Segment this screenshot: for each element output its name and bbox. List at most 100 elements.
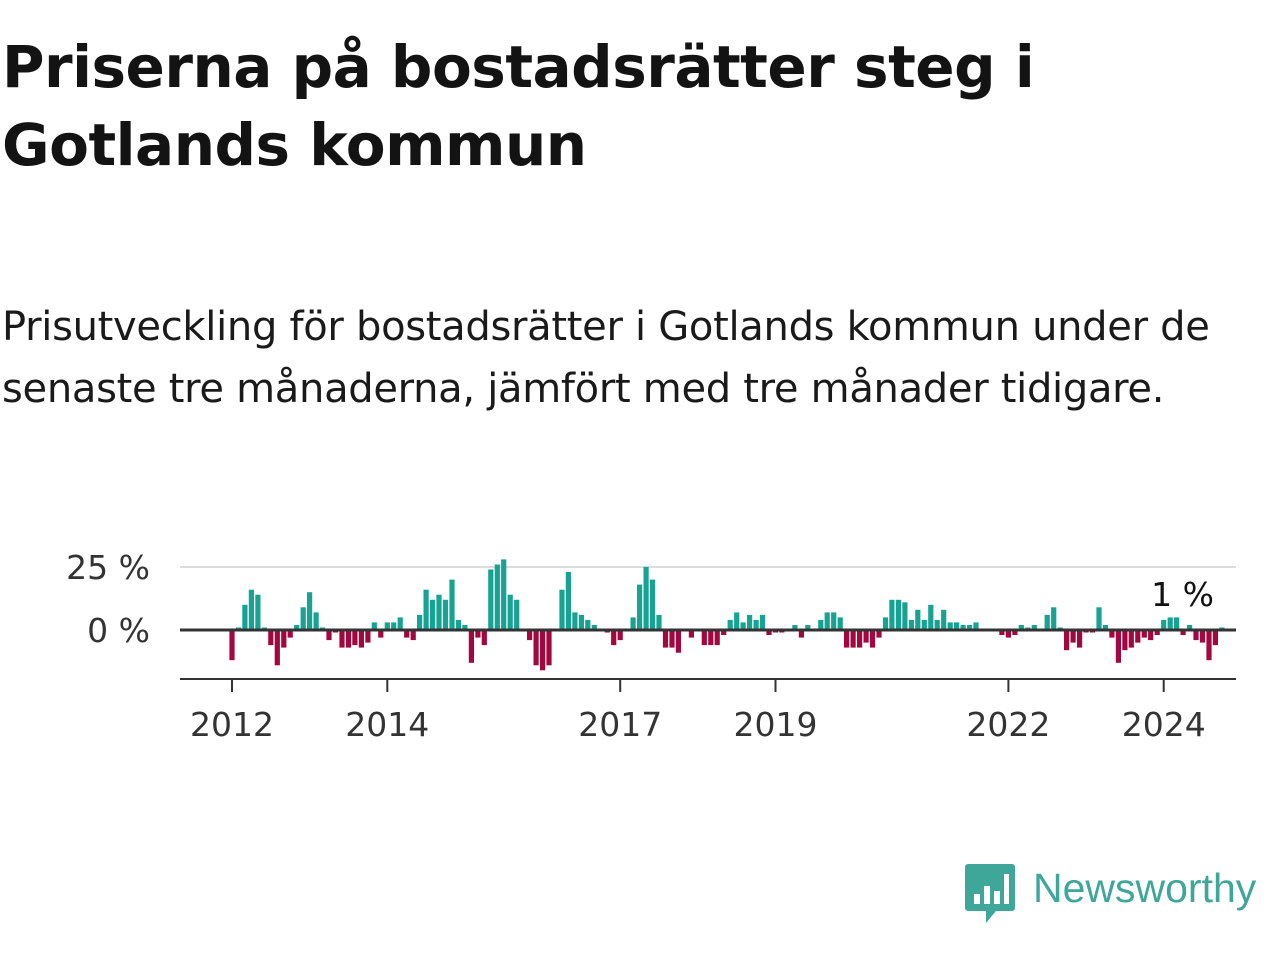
- bar-2014-08: [430, 599, 436, 630]
- bar-2017-06: [649, 579, 656, 630]
- bar-2015-06: [494, 564, 500, 630]
- x-ticks: 2012 2014 2017 2019 2022 2024: [190, 679, 1206, 744]
- bar-2014-07: [423, 589, 429, 630]
- bar-2018-12: [766, 630, 772, 635]
- y-tick-label: 0 %: [87, 611, 150, 650]
- bar-2013-08: [352, 630, 358, 646]
- bar-2015-03: [475, 630, 481, 638]
- bar-2014-04: [404, 630, 410, 638]
- bar-2024-09: [1212, 630, 1218, 646]
- bar-2018-02: [701, 630, 707, 646]
- bar-2020-07: [889, 599, 895, 630]
- bar-2013-09: [358, 630, 364, 648]
- bar-2020-03: [863, 630, 869, 643]
- bar-2018-08: [740, 622, 746, 630]
- bar-2019-10: [831, 612, 837, 630]
- bar-2013-10: [365, 630, 371, 643]
- bar-2020-04: [869, 630, 876, 648]
- bar-2022-02: [1012, 630, 1018, 635]
- bar-2022-07: [1044, 614, 1050, 630]
- bar-2023-09: [1135, 630, 1141, 643]
- bar-2024-01: [1161, 619, 1167, 630]
- bar-2019-11: [837, 617, 843, 630]
- bar-2023-06: [1115, 630, 1121, 663]
- bar-2015-11: [527, 630, 533, 641]
- bar-2023-12: [1154, 630, 1160, 635]
- bar-2019-12: [844, 630, 850, 648]
- bar-2014-01: [384, 622, 390, 630]
- bar-chart: 0 % 25 % 2012 2014 2017 2019 2022 2024 1 %: [66, 548, 1236, 744]
- bar-2014-11: [449, 579, 455, 630]
- bar-2017-12: [688, 630, 694, 638]
- bar-2013-12: [378, 630, 384, 638]
- last-value-label: 1 %: [1151, 575, 1214, 614]
- bar-2012-05: [255, 594, 261, 630]
- bar-2018-07: [734, 612, 740, 630]
- bar-2022-08: [1051, 607, 1057, 630]
- bar-2017-01: [617, 630, 623, 641]
- bar-2017-07: [656, 614, 662, 630]
- bar-2015-08: [507, 594, 513, 630]
- logo-text: Newsworthy: [1033, 865, 1257, 911]
- bar-2015-09: [514, 599, 520, 630]
- bar-2024-07: [1199, 630, 1206, 643]
- bar-2015-07: [501, 559, 507, 630]
- bar-2021-08: [973, 622, 979, 630]
- x-tick-label: 2019: [734, 705, 818, 744]
- bar-2020-12: [921, 619, 927, 630]
- bar-2015-04: [481, 630, 487, 646]
- bar-2017-05: [643, 567, 649, 630]
- bar-2014-10: [442, 599, 449, 630]
- bar-2020-10: [908, 619, 914, 630]
- bar-2020-11: [915, 609, 921, 630]
- bar-2019-06: [805, 625, 811, 630]
- bar-2018-05: [721, 630, 727, 635]
- bar-2013-04: [326, 630, 332, 641]
- bar-2023-04: [1102, 625, 1108, 630]
- bar-2019-05: [798, 630, 804, 638]
- bar-2021-06: [960, 625, 966, 630]
- bar-2023-03: [1096, 607, 1102, 630]
- x-tick-label: 2024: [1122, 705, 1206, 744]
- bar-2021-01: [928, 604, 934, 630]
- bar-2014-12: [455, 619, 461, 630]
- bar-2021-02: [934, 619, 940, 630]
- bar-2019-08: [818, 619, 824, 630]
- bar-2018-10: [753, 619, 759, 630]
- bar-2013-01: [307, 592, 313, 630]
- bar-2016-02: [546, 630, 552, 666]
- bar-2021-03: [941, 609, 947, 630]
- bar-2020-01: [850, 630, 856, 648]
- bar-2016-08: [585, 619, 591, 630]
- bar-2012-11: [294, 625, 300, 630]
- bar-2012-08: [274, 630, 280, 666]
- bar-2014-09: [436, 594, 442, 630]
- bar-2021-04: [947, 622, 953, 630]
- y-tick-label: 25 %: [66, 548, 150, 587]
- bar-2024-06: [1193, 630, 1199, 641]
- bar-2023-07: [1122, 630, 1128, 651]
- bar-2020-08: [895, 599, 901, 630]
- bar-2020-05: [876, 630, 882, 638]
- bar-2014-05: [410, 630, 416, 641]
- bar-2018-04: [714, 630, 720, 646]
- bar-2022-01: [1005, 630, 1011, 638]
- bar-2012-10: [287, 630, 293, 638]
- bar-2013-11: [371, 622, 377, 630]
- bar-2019-09: [824, 612, 830, 630]
- bar-2020-06: [882, 617, 889, 630]
- bar-2022-05: [1031, 625, 1037, 630]
- bar-2014-06: [417, 614, 423, 630]
- bar-2017-03: [630, 617, 636, 630]
- bar-2021-07: [967, 625, 973, 630]
- bar-2017-08: [662, 630, 669, 648]
- bar-2020-09: [902, 602, 908, 630]
- bar-2016-12: [611, 630, 617, 646]
- bar-2017-10: [675, 630, 681, 653]
- bar-2016-05: [565, 572, 571, 630]
- bar-2016-04: [559, 589, 565, 630]
- bar-2022-11: [1070, 630, 1076, 643]
- bar-2024-08: [1206, 630, 1212, 661]
- chart-title: Priserna på bostadsrätter steg i Gotland…: [2, 33, 1035, 179]
- bar-2016-09: [591, 625, 597, 630]
